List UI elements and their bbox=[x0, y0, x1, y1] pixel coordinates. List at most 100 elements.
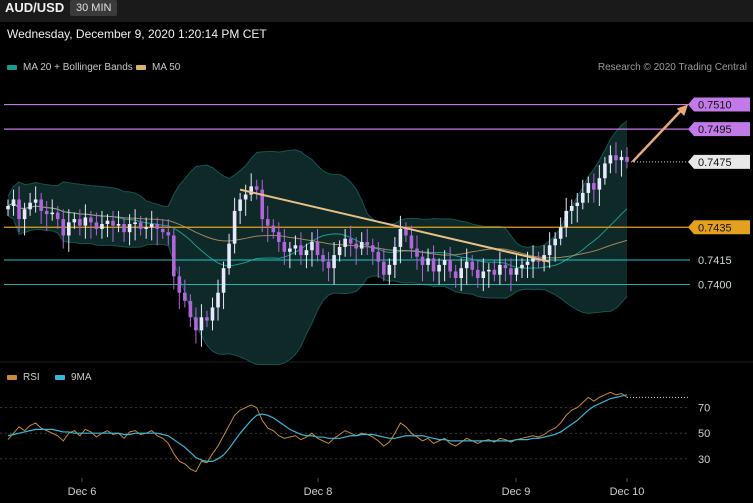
candle-body bbox=[138, 222, 143, 229]
legend-9ma-label: 9MA bbox=[71, 372, 92, 383]
candle-body bbox=[520, 264, 524, 269]
research-credit: Research © 2020 Trading Central bbox=[597, 62, 747, 73]
candle-body bbox=[431, 258, 436, 272]
legend-ma50-label: MA 50 bbox=[152, 62, 181, 73]
candle-body bbox=[160, 228, 165, 233]
candle-body bbox=[382, 261, 386, 275]
candle-body bbox=[426, 258, 430, 265]
candle-body bbox=[614, 155, 618, 161]
candle-body bbox=[525, 261, 530, 265]
candle-body bbox=[288, 248, 292, 252]
candle-body bbox=[315, 242, 320, 256]
candle-body bbox=[105, 220, 110, 224]
candle-body bbox=[603, 163, 607, 179]
rsi-tick-label: 70 bbox=[698, 403, 710, 415]
level-label: 0.7435 bbox=[698, 222, 732, 234]
candle-body bbox=[393, 246, 397, 265]
x-tick-label: Dec 9 bbox=[502, 486, 531, 498]
candle-body bbox=[453, 271, 458, 278]
candle-body bbox=[199, 317, 204, 331]
candle-body bbox=[420, 256, 425, 265]
candle-body bbox=[39, 199, 43, 211]
legend-ma50: MA 50 bbox=[136, 62, 180, 73]
bollinger-upper bbox=[7, 120, 628, 248]
candle-body bbox=[149, 224, 154, 228]
trendline bbox=[239, 188, 550, 263]
candle-body bbox=[531, 258, 535, 262]
candle-body bbox=[116, 224, 121, 226]
candle-body bbox=[22, 209, 27, 220]
candle-body bbox=[337, 246, 342, 256]
candle-body bbox=[78, 219, 82, 226]
candle-body bbox=[387, 264, 392, 275]
level-label: 0.7475 bbox=[698, 157, 732, 169]
candle-body bbox=[205, 317, 209, 321]
candle-body bbox=[321, 255, 325, 262]
candle-body bbox=[94, 222, 99, 229]
candle-body bbox=[398, 228, 403, 247]
x-tick-label: Dec 6 bbox=[68, 486, 97, 498]
candle-body bbox=[354, 243, 358, 249]
candle-body bbox=[11, 199, 16, 206]
level-label: 0.7495 bbox=[698, 124, 732, 136]
level-tag bbox=[688, 122, 750, 137]
candle-body bbox=[619, 156, 624, 161]
level-label: 0.7400 bbox=[698, 280, 732, 292]
candle-body bbox=[514, 268, 519, 275]
candle-body bbox=[542, 255, 546, 262]
symbol-label[interactable]: AUD/USD bbox=[5, 0, 65, 15]
candle-body bbox=[133, 222, 137, 224]
candle-body bbox=[282, 242, 287, 252]
candle-body bbox=[66, 222, 71, 236]
candle-body bbox=[100, 224, 104, 229]
legend-rsi-label: RSI bbox=[23, 372, 40, 383]
candle-body bbox=[216, 292, 220, 308]
legend-ma20-label: MA 20 + Bollinger Bands bbox=[23, 62, 133, 73]
candle-body bbox=[55, 212, 60, 220]
candle-body bbox=[569, 206, 574, 211]
candle-body bbox=[188, 300, 193, 318]
candle-body bbox=[310, 242, 314, 251]
top-bar bbox=[0, 0, 753, 22]
chart-datetime: Wednesday, December 9, 2020 1:20:14 PM C… bbox=[7, 27, 267, 41]
candle-body bbox=[503, 264, 508, 269]
candle-body bbox=[575, 202, 580, 206]
candle-body bbox=[326, 261, 331, 269]
x-tick-label: Dec 8 bbox=[304, 486, 333, 498]
candle-body bbox=[265, 219, 270, 226]
candle-body bbox=[210, 307, 215, 321]
candle-body bbox=[365, 242, 370, 246]
candle-body bbox=[509, 268, 513, 275]
rsi-swatch-icon bbox=[7, 375, 17, 380]
level-label: 0.7415 bbox=[698, 255, 732, 267]
candle-body bbox=[28, 202, 32, 210]
candle-body bbox=[232, 210, 237, 244]
legend-9ma: 9MA bbox=[55, 372, 92, 383]
candle-body bbox=[122, 224, 126, 233]
candle-body bbox=[448, 260, 452, 272]
candle-body bbox=[370, 245, 375, 252]
candle-body bbox=[89, 217, 93, 223]
candle-body bbox=[332, 255, 336, 269]
legend-rsi: RSI bbox=[7, 372, 40, 383]
arrow-head-icon bbox=[676, 104, 688, 116]
candle-body bbox=[608, 155, 613, 164]
interval-button[interactable]: 30 MIN bbox=[70, 0, 118, 16]
candle-body bbox=[625, 156, 629, 162]
level-tag bbox=[688, 220, 750, 235]
candle-body bbox=[343, 238, 347, 247]
candle-body bbox=[492, 269, 497, 275]
candle-body bbox=[33, 199, 38, 203]
candle-body bbox=[464, 261, 469, 269]
candle-body bbox=[277, 232, 281, 242]
candle-body bbox=[238, 199, 242, 211]
candle-body bbox=[111, 220, 115, 226]
candle-body bbox=[597, 178, 602, 190]
rsi-line bbox=[7, 391, 628, 473]
candle-body bbox=[194, 317, 198, 331]
candle-body bbox=[459, 268, 463, 278]
candle-body bbox=[183, 292, 187, 301]
candle-body bbox=[498, 264, 502, 275]
candle-body bbox=[271, 225, 276, 233]
